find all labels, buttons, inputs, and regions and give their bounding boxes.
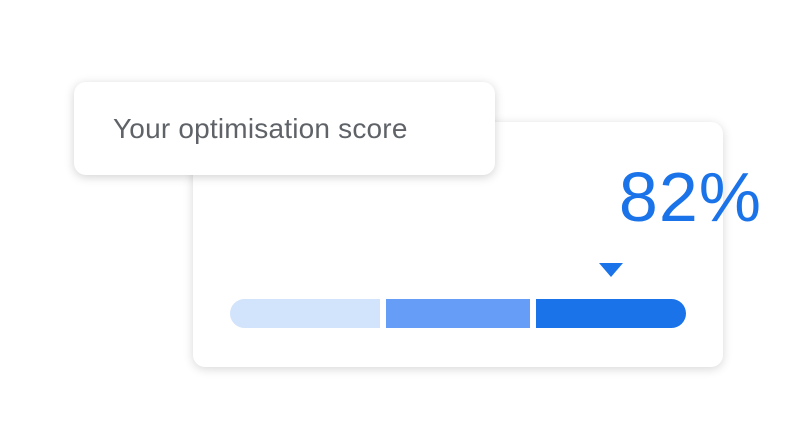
score-value: 82%	[618, 158, 762, 236]
score-segment-high	[536, 299, 686, 328]
title: Your optimisation score	[113, 112, 408, 144]
title-card: Your optimisation score	[74, 82, 495, 175]
score-marker-icon	[599, 263, 623, 277]
score-segment-medium	[386, 299, 530, 328]
score-segment-low	[230, 299, 380, 328]
